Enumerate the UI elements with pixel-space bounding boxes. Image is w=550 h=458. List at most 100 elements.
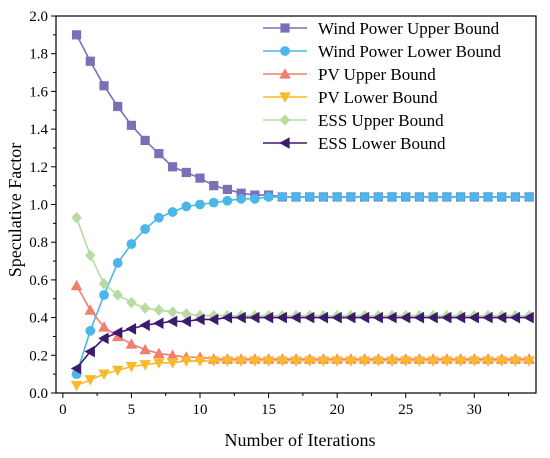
data-point <box>139 302 151 314</box>
legend-item: Wind Power Upper Bound <box>263 19 500 38</box>
x-tick-label: 15 <box>261 402 276 418</box>
data-point <box>303 311 315 324</box>
data-point <box>469 192 480 202</box>
data-point <box>399 311 411 324</box>
data-point <box>400 192 411 202</box>
data-point <box>454 311 466 324</box>
data-point <box>166 315 178 328</box>
data-point <box>153 317 164 330</box>
data-point <box>454 356 467 367</box>
data-point <box>509 356 522 367</box>
data-point <box>358 311 370 324</box>
legend: Wind Power Upper Bound Wind Power Lower B… <box>263 19 501 153</box>
data-point <box>290 356 302 367</box>
x-tick-label: 20 <box>330 402 345 418</box>
series-layer <box>70 30 535 392</box>
legend-marker <box>279 92 291 103</box>
data-point <box>208 309 219 322</box>
data-point <box>317 311 329 324</box>
data-point <box>84 375 97 386</box>
data-point <box>139 343 151 355</box>
data-point <box>441 311 452 324</box>
data-point <box>317 356 330 367</box>
data-point <box>332 192 343 202</box>
legend-item: PV Lower Bound <box>263 88 438 107</box>
series-line <box>75 196 530 375</box>
x-tick-label: 25 <box>398 402 413 418</box>
data-point <box>166 349 179 360</box>
y-tick-label: 1.2 <box>29 160 48 176</box>
data-point <box>221 356 234 367</box>
series-line <box>75 217 530 317</box>
data-point <box>98 369 110 380</box>
data-point <box>154 149 164 159</box>
data-point <box>413 311 425 324</box>
data-point <box>112 289 123 301</box>
legend-marker <box>280 46 290 56</box>
data-point <box>167 162 178 172</box>
data-point <box>345 356 357 367</box>
data-point <box>85 56 95 66</box>
data-point <box>85 325 96 336</box>
legend-item: PV Upper Bound <box>263 65 436 84</box>
y-tick-label: 1.4 <box>29 122 48 138</box>
data-point <box>386 356 398 367</box>
data-point <box>70 279 83 291</box>
data-point <box>85 249 96 262</box>
data-point <box>510 192 521 202</box>
data-point <box>113 101 123 112</box>
series-wind-power-lower-bound <box>71 192 535 380</box>
x-tick-label: 30 <box>467 402 482 418</box>
data-point <box>99 81 109 91</box>
data-point <box>331 311 342 324</box>
data-point <box>194 313 205 326</box>
legend-item: Wind Power Lower Bound <box>263 42 501 61</box>
series-ess-lower-bound <box>70 311 534 375</box>
data-point <box>413 356 426 367</box>
data-point <box>221 311 233 324</box>
y-tick-label: 0.8 <box>29 235 48 251</box>
data-point <box>111 326 123 339</box>
data-point <box>195 173 205 183</box>
y-tick-label: 1.6 <box>29 84 48 100</box>
x-tick-label: 10 <box>193 402 208 418</box>
data-point <box>70 362 82 375</box>
legend-label: Wind Power Upper Bound <box>318 19 500 38</box>
data-point <box>140 224 151 234</box>
data-point <box>125 361 138 373</box>
data-point <box>153 212 164 223</box>
data-point <box>509 311 521 324</box>
data-point <box>84 304 97 315</box>
series-pv-upper-bound <box>70 279 535 364</box>
y-axis-title: Speculative Factor <box>5 143 25 277</box>
data-point <box>126 120 137 130</box>
data-point <box>222 184 233 195</box>
data-point <box>207 313 219 326</box>
data-point <box>140 135 150 146</box>
data-point <box>358 356 371 367</box>
data-point <box>70 380 83 392</box>
data-point <box>167 207 178 217</box>
y-tick-label: 1.0 <box>29 198 48 214</box>
data-point <box>414 192 425 202</box>
data-point <box>153 347 165 359</box>
legend-label: PV Lower Bound <box>318 88 438 107</box>
data-point <box>386 311 397 324</box>
legend-label: PV Upper Bound <box>318 65 436 84</box>
x-tick-label: 0 <box>59 402 67 418</box>
axes: 0 5 10 15 20 25 30 0.0 0.2 0.4 0.6 0.8 1.0 1.2 1.4 1.6 1… <box>29 9 537 418</box>
series-line <box>75 316 530 369</box>
data-point <box>482 356 494 367</box>
y-tick-label: 1.8 <box>29 47 48 63</box>
y-tick-label: 0.0 <box>29 386 48 402</box>
data-point <box>523 356 535 367</box>
legend-label: Wind Power Lower Bound <box>318 42 501 61</box>
data-point <box>167 306 178 318</box>
data-point <box>84 345 95 358</box>
data-point <box>262 311 274 324</box>
data-point <box>495 311 507 324</box>
data-point <box>331 356 343 367</box>
data-point <box>276 356 289 367</box>
data-point <box>126 296 137 309</box>
